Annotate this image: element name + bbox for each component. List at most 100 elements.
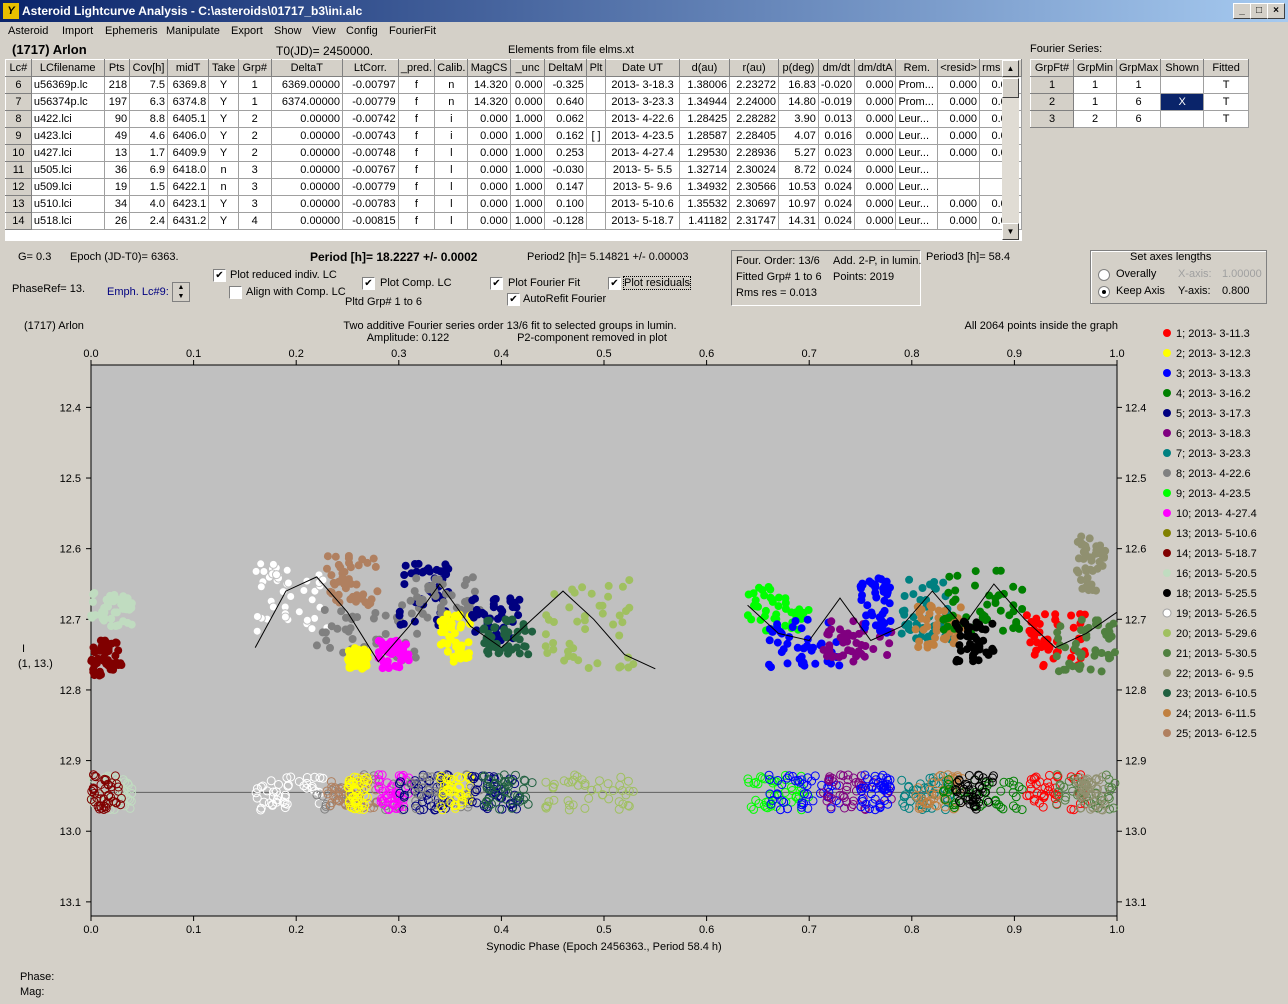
fourier-cell[interactable]: 1 — [1115, 76, 1162, 94]
fourier-col-header[interactable]: GrpMax — [1115, 59, 1162, 77]
table-cell[interactable]: 6423.1 — [167, 195, 210, 213]
table-row[interactable]: 10 u427.lci 13 1.7 6409.9 Y 2 0.00000 -0.00748 f l… — [5, 144, 1022, 162]
table-cell[interactable]: 11 — [5, 161, 32, 179]
table-cell[interactable]: 1 — [237, 76, 272, 94]
table-cell[interactable]: 0.100 — [544, 195, 587, 213]
table-cell[interactable]: f — [397, 110, 436, 128]
table-cell[interactable]: 0.000 — [937, 127, 980, 145]
menu-manipulate[interactable]: Manipulate — [166, 25, 220, 37]
table-cell[interactable]: u423.lci — [30, 127, 105, 145]
table-cell[interactable]: 6374.8 — [167, 93, 210, 111]
col-header[interactable]: Calib. — [434, 59, 469, 77]
table-cell[interactable]: n — [208, 161, 239, 179]
table-cell[interactable]: 0.00000 — [270, 178, 344, 196]
table-cell[interactable]: 0.253 — [544, 144, 587, 162]
table-cell[interactable] — [937, 178, 980, 196]
menu-view[interactable]: View — [312, 25, 336, 37]
table-cell[interactable]: 2.30566 — [729, 178, 779, 196]
table-cell[interactable]: Prom... — [895, 93, 939, 111]
menu-export[interactable]: Export — [231, 25, 263, 37]
table-cell[interactable]: 2.23272 — [729, 76, 779, 94]
table-cell[interactable]: 6409.9 — [167, 144, 210, 162]
shown-cell[interactable] — [1160, 110, 1205, 128]
table-cell[interactable]: -0.00783 — [342, 195, 399, 213]
table-cell[interactable]: 0.000 — [467, 144, 511, 162]
table-cell[interactable]: 1.000 — [509, 195, 546, 213]
fourier-col-header[interactable]: GrpMin — [1073, 59, 1117, 77]
table-cell[interactable]: 0.024 — [817, 195, 856, 213]
col-header[interactable]: Cov[h] — [129, 59, 169, 77]
table-row[interactable]: 7 u56374p.lc 197 6.3 6374.8 Y 1 6374.00000 -0.00… — [5, 93, 1022, 111]
table-cell[interactable]: 1.34944 — [678, 93, 731, 111]
table-cell[interactable] — [585, 110, 607, 128]
table-cell[interactable]: u56369p.lc — [30, 76, 105, 94]
table-cell[interactable]: i — [434, 127, 469, 145]
table-cell[interactable]: 8.72 — [777, 161, 819, 179]
table-cell[interactable]: -0.00815 — [342, 212, 399, 230]
table-cell[interactable]: 0.000 — [467, 195, 511, 213]
table-cell[interactable]: 0.000 — [854, 93, 897, 111]
table-cell[interactable]: 1.000 — [509, 212, 546, 230]
table-row[interactable]: 14 u518.lci 26 2.4 6431.2 Y 4 0.00000 -0.00815 f l… — [5, 212, 1022, 230]
table-cell[interactable]: 36 — [103, 161, 131, 179]
table-row[interactable]: 6 u56369p.lc 218 7.5 6369.8 Y 1 6369.00000 -0.00… — [5, 76, 1022, 94]
table-cell[interactable]: 6422.1 — [167, 178, 210, 196]
table-cell[interactable]: 0.062 — [544, 110, 587, 128]
table-cell[interactable]: 2013- 4-27.4 — [605, 144, 680, 162]
table-cell[interactable]: -0.00797 — [342, 76, 399, 94]
table-cell[interactable]: 0.000 — [467, 127, 511, 145]
table-cell[interactable]: -0.325 — [544, 76, 587, 94]
fourier-col-header[interactable]: Fitted — [1203, 59, 1250, 77]
table-cell[interactable]: 0.000 — [854, 195, 897, 213]
table-cell[interactable]: Leur... — [895, 144, 939, 162]
table-cell[interactable]: 6418.0 — [167, 161, 210, 179]
table-cell[interactable] — [585, 161, 607, 179]
table-cell[interactable]: 0.000 — [854, 127, 897, 145]
table-cell[interactable]: 10.53 — [777, 178, 819, 196]
table-cell[interactable]: f — [397, 212, 436, 230]
col-header[interactable]: Date UT — [605, 59, 680, 77]
table-cell[interactable]: 1.29530 — [678, 144, 731, 162]
table-cell[interactable]: 3 — [237, 195, 272, 213]
table-cell[interactable]: 34 — [103, 195, 131, 213]
col-header[interactable]: d(au) — [678, 59, 731, 77]
table-cell[interactable]: Leur... — [895, 161, 939, 179]
col-header[interactable]: dm/dt — [817, 59, 856, 77]
table-cell[interactable]: 19 — [103, 178, 131, 196]
table-cell[interactable]: -0.020 — [817, 76, 856, 94]
table-cell[interactable]: 2 — [237, 110, 272, 128]
table-cell[interactable]: 0.640 — [544, 93, 587, 111]
table-cell[interactable]: 2013- 5- 5.5 — [605, 161, 680, 179]
table-cell[interactable]: 2013- 5-10.6 — [605, 195, 680, 213]
menu-asteroid[interactable]: Asteroid — [8, 25, 49, 37]
table-cell[interactable]: 14.31 — [777, 212, 819, 230]
table-cell[interactable]: 0.000 — [937, 76, 980, 94]
table-cell[interactable]: f — [397, 93, 436, 111]
fourier-col-header[interactable]: GrpFt# — [1030, 59, 1074, 77]
minimize-button[interactable]: _ — [1233, 3, 1251, 19]
col-header[interactable]: midT — [167, 59, 210, 77]
table-cell[interactable]: -0.030 — [544, 161, 587, 179]
table-row[interactable]: 8 u422.lci 90 8.8 6405.1 Y 2 0.00000 -0.00742 f i 0… — [5, 110, 1022, 128]
col-header[interactable]: DeltaT — [270, 59, 344, 77]
table-cell[interactable]: 0.00000 — [270, 127, 344, 145]
table-cell[interactable]: 8 — [5, 110, 32, 128]
table-cell[interactable] — [937, 161, 980, 179]
fourier-cell[interactable]: T — [1203, 110, 1250, 128]
table-cell[interactable]: n — [434, 93, 469, 111]
table-row[interactable]: 12 u509.lci 19 1.5 6422.1 n 3 0.00000 -0.00779 f l… — [5, 178, 1022, 196]
keepaxis-radio[interactable] — [1098, 286, 1110, 298]
table-cell[interactable]: 6369.8 — [167, 76, 210, 94]
table-cell[interactable]: 12 — [5, 178, 32, 196]
table-cell[interactable]: Y — [208, 127, 239, 145]
table-cell[interactable]: 6369.00000 — [270, 76, 344, 94]
table-cell[interactable]: 10.97 — [777, 195, 819, 213]
fourier-cell[interactable]: 1 — [1073, 76, 1117, 94]
table-cell[interactable]: 0.00000 — [270, 212, 344, 230]
table-cell[interactable]: Y — [208, 110, 239, 128]
table-cell[interactable]: 2013- 4-22.6 — [605, 110, 680, 128]
table-cell[interactable]: 3 — [237, 161, 272, 179]
table-cell[interactable]: 0.00000 — [270, 144, 344, 162]
fourier-cell[interactable]: T — [1203, 76, 1250, 94]
table-cell[interactable]: 14.80 — [777, 93, 819, 111]
